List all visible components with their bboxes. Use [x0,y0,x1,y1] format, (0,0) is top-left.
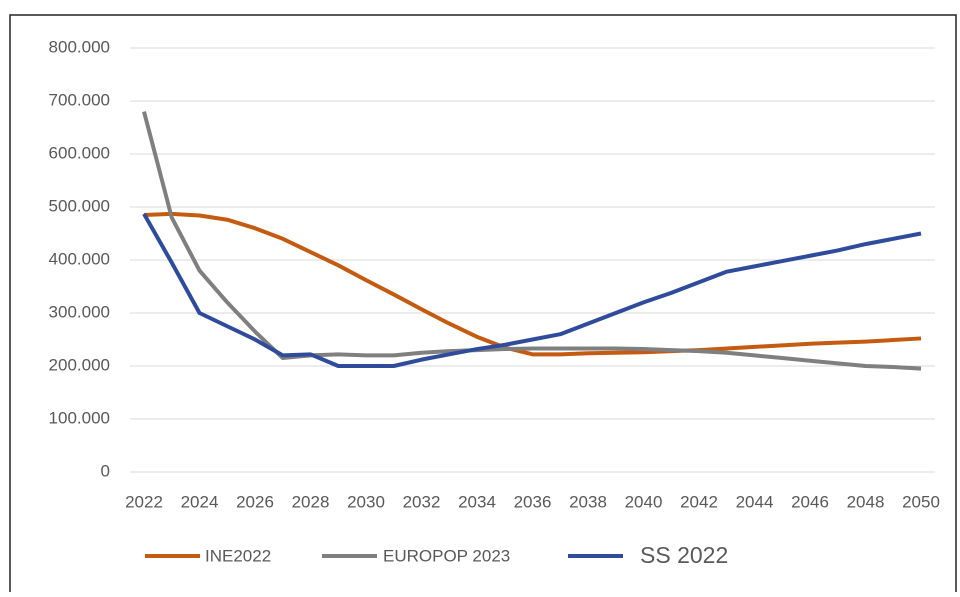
x-tick-label: 2044 [736,492,774,511]
x-tick-label: 2050 [902,492,940,511]
legend-label: EUROPOP 2023 [383,546,510,565]
x-tick-label: 2028 [292,492,330,511]
y-tick-label: 800.000 [49,37,110,56]
x-tick-label: 2036 [514,492,552,511]
x-tick-label: 2022 [125,492,163,511]
y-tick-label: 700.000 [49,90,110,109]
x-tick-label: 2032 [403,492,441,511]
series-line [142,212,922,368]
series-line [143,211,922,357]
x-tick-label: 2024 [181,492,219,511]
x-tick-label: 2026 [236,492,274,511]
y-tick-label: 500.000 [49,196,110,215]
y-tick-label: 400.000 [49,249,110,268]
y-tick-label: 600.000 [49,143,110,162]
y-tick-label: 0 [101,461,110,480]
y-tick-label: 200.000 [49,355,110,374]
x-tick-label: 2042 [680,492,718,511]
y-tick-label: 100.000 [49,408,110,427]
legend-label: INE2022 [205,546,271,565]
x-tick-label: 2040 [625,492,663,511]
x-tick-label: 2046 [791,492,829,511]
y-tick-label: 300.000 [49,302,110,321]
legend-label: SS 2022 [640,542,728,568]
x-tick-label: 2030 [347,492,385,511]
x-tick-label: 2048 [847,492,885,511]
x-tick-label: 2038 [569,492,607,511]
x-tick-label: 2034 [458,492,496,511]
frame [9,14,957,597]
